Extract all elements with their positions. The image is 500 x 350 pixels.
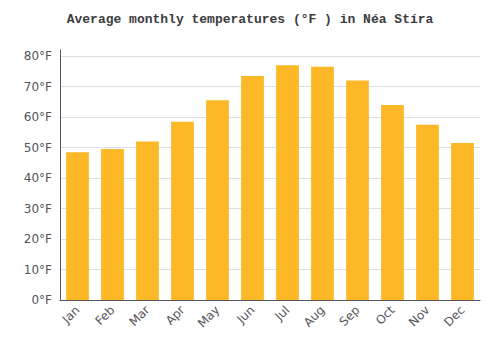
svg-text:70°F: 70°F — [24, 80, 52, 94]
svg-text:Apr: Apr — [163, 303, 188, 328]
svg-text:Jul: Jul — [272, 303, 293, 324]
svg-text:10°F: 10°F — [24, 263, 52, 277]
svg-text:Aug: Aug — [301, 303, 327, 329]
svg-text:0°F: 0°F — [31, 293, 52, 307]
svg-text:Dec: Dec — [441, 303, 467, 329]
svg-text:Sep: Sep — [337, 303, 363, 329]
svg-text:Jun: Jun — [234, 303, 258, 327]
svg-text:Feb: Feb — [93, 303, 118, 328]
svg-text:Oct: Oct — [373, 303, 398, 328]
svg-text:Nov: Nov — [406, 303, 432, 329]
svg-text:30°F: 30°F — [24, 202, 52, 216]
svg-text:80°F: 80°F — [24, 49, 52, 63]
svg-text:50°F: 50°F — [24, 141, 52, 155]
svg-text:20°F: 20°F — [24, 232, 52, 246]
svg-text:Average monthly temperatures (: Average monthly temperatures (°F ) in Né… — [67, 12, 434, 27]
svg-text:Jan: Jan — [59, 303, 83, 327]
svg-text:40°F: 40°F — [24, 171, 52, 185]
svg-text:May: May — [195, 303, 222, 330]
svg-text:Mar: Mar — [127, 303, 153, 329]
svg-text:60°F: 60°F — [24, 110, 52, 124]
